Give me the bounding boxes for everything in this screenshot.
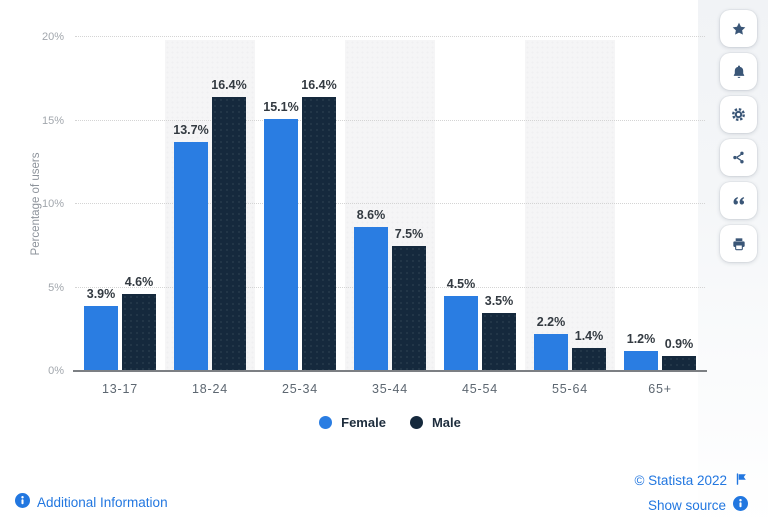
bar-male-13-17 — [122, 294, 156, 371]
print-button[interactable] — [720, 225, 757, 262]
bar-value-label: 7.5% — [394, 226, 424, 241]
bar-value-label: 16.4% — [301, 78, 337, 93]
additional-information-label: Additional Information — [37, 494, 168, 510]
bar-male-35-44 — [392, 245, 426, 371]
bar-value-label: 1.4% — [574, 328, 604, 343]
plot-area: 3.9% 4.6% 13-17 13.7% 16.4% 18-24 15.1% 16.4% 25… — [73, 36, 707, 396]
share-icon — [731, 150, 746, 165]
y-axis-tick: 20% — [41, 31, 64, 43]
star-icon — [731, 21, 747, 37]
gridline — [75, 36, 705, 37]
x-axis-label: 45-54 — [462, 382, 498, 396]
x-axis-line — [73, 370, 707, 372]
background-stripe — [525, 40, 615, 371]
alerts-button[interactable] — [720, 53, 757, 90]
additional-information-link[interactable]: Additional Information — [15, 493, 168, 511]
statista-copyright-link[interactable]: © Statista 2022 — [634, 472, 748, 489]
flag-icon — [734, 472, 748, 489]
bar-female-25-34 — [264, 118, 298, 371]
gridline — [75, 286, 705, 288]
bar-female-55-64 — [534, 334, 568, 371]
x-axis-label: 55-64 — [552, 382, 588, 396]
y-axis-tick: 0% — [48, 365, 64, 377]
gridline — [75, 203, 705, 204]
bar-value-label: 4.6% — [124, 275, 154, 290]
y-axis-tick: 10% — [41, 198, 64, 210]
legend-label: Male — [431, 415, 461, 430]
copyright-label: © Statista 2022 — [634, 473, 727, 488]
bar-male-45-54 — [482, 312, 516, 371]
legend: Female Male — [75, 415, 705, 430]
settings-button[interactable] — [720, 96, 757, 133]
bar-male-18-24 — [212, 97, 246, 371]
legend-dot — [409, 416, 423, 429]
x-axis-label: 35-44 — [372, 382, 408, 396]
bell-icon — [731, 64, 747, 80]
bar-value-label: 13.7% — [173, 123, 209, 138]
bar-value-label: 1.2% — [626, 331, 656, 346]
x-axis-label: 65+ — [648, 382, 672, 396]
y-axis-tick: 5% — [48, 281, 64, 294]
legend-item-female[interactable]: Female — [319, 415, 386, 430]
bar-female-13-17 — [84, 305, 118, 371]
bar-value-label: 2.2% — [536, 315, 566, 330]
bar-value-label: 15.1% — [263, 99, 299, 114]
show-source-label: Show source — [647, 497, 726, 513]
x-axis-label: 18-24 — [192, 382, 228, 396]
quote-icon — [730, 192, 747, 209]
bar-male-25-34 — [302, 97, 336, 371]
print-icon — [731, 236, 747, 252]
bar-value-label: 4.5% — [446, 276, 476, 291]
bar-female-35-44 — [354, 227, 388, 371]
bar-female-45-54 — [444, 295, 478, 371]
bar-value-label: 0.9% — [664, 336, 694, 351]
gear-icon — [730, 106, 747, 123]
bar-value-label: 16.4% — [211, 78, 247, 93]
bar-value-label: 3.9% — [86, 286, 116, 301]
share-button[interactable] — [720, 139, 757, 176]
bar-female-65+ — [624, 350, 658, 371]
bar-value-label: 8.6% — [356, 208, 386, 223]
legend-item-male[interactable]: Male — [409, 415, 461, 430]
info-icon — [15, 493, 30, 511]
bar-male-65+ — [662, 355, 696, 371]
gridline — [75, 119, 705, 121]
legend-dot — [319, 416, 333, 429]
bar-male-55-64 — [572, 347, 606, 371]
legend-label: Female — [341, 415, 386, 430]
x-axis-label: 13-17 — [102, 382, 138, 396]
y-axis-tick: 15% — [41, 114, 64, 127]
show-source-link[interactable]: Show source — [648, 496, 748, 514]
bar-female-18-24 — [174, 142, 208, 371]
info-icon — [733, 496, 748, 514]
cite-button[interactable] — [720, 182, 757, 219]
favorite-button[interactable] — [720, 10, 757, 47]
bar-value-label: 3.5% — [484, 293, 514, 308]
x-axis-label: 25-34 — [282, 382, 318, 396]
